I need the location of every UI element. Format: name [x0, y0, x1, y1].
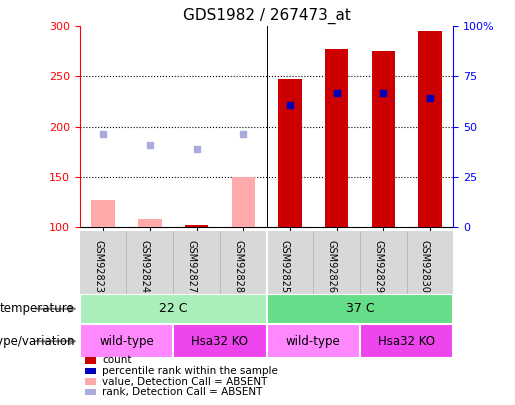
Text: percentile rank within the sample: percentile rank within the sample [102, 366, 279, 376]
Text: count: count [102, 356, 132, 365]
Text: GSM92828: GSM92828 [233, 240, 243, 293]
Bar [418, 31, 441, 227]
Bar [92, 200, 115, 227]
Bar [185, 225, 208, 227]
Text: 22 C: 22 C [159, 302, 187, 315]
Text: GSM92829: GSM92829 [373, 240, 383, 293]
Text: temperature: temperature [0, 302, 75, 315]
Text: genotype/variation: genotype/variation [0, 335, 75, 348]
Text: value, Detection Call = ABSENT: value, Detection Call = ABSENT [102, 377, 268, 386]
Bar [371, 51, 395, 227]
Bar [173, 324, 267, 358]
Bar [278, 79, 301, 227]
Bar [80, 294, 267, 324]
Bar [325, 49, 348, 227]
Text: GSM92826: GSM92826 [327, 240, 336, 293]
Bar [232, 177, 255, 227]
Text: Hsa32 KO: Hsa32 KO [192, 335, 248, 348]
Text: wild-type: wild-type [286, 335, 340, 348]
Bar [138, 219, 162, 227]
Text: wild-type: wild-type [99, 335, 154, 348]
Text: GSM92825: GSM92825 [280, 240, 290, 293]
Bar [360, 324, 453, 358]
Text: 37 C: 37 C [346, 302, 374, 315]
Text: rank, Detection Call = ABSENT: rank, Detection Call = ABSENT [102, 387, 263, 397]
Text: GSM92824: GSM92824 [140, 240, 150, 293]
Text: Hsa32 KO: Hsa32 KO [378, 335, 435, 348]
Bar [80, 324, 173, 358]
Text: GSM92823: GSM92823 [93, 240, 103, 293]
Text: GSM92830: GSM92830 [420, 240, 430, 293]
Bar [267, 324, 360, 358]
Title: GDS1982 / 267473_at: GDS1982 / 267473_at [183, 7, 350, 23]
Bar [267, 294, 453, 324]
Text: GSM92827: GSM92827 [186, 240, 197, 293]
